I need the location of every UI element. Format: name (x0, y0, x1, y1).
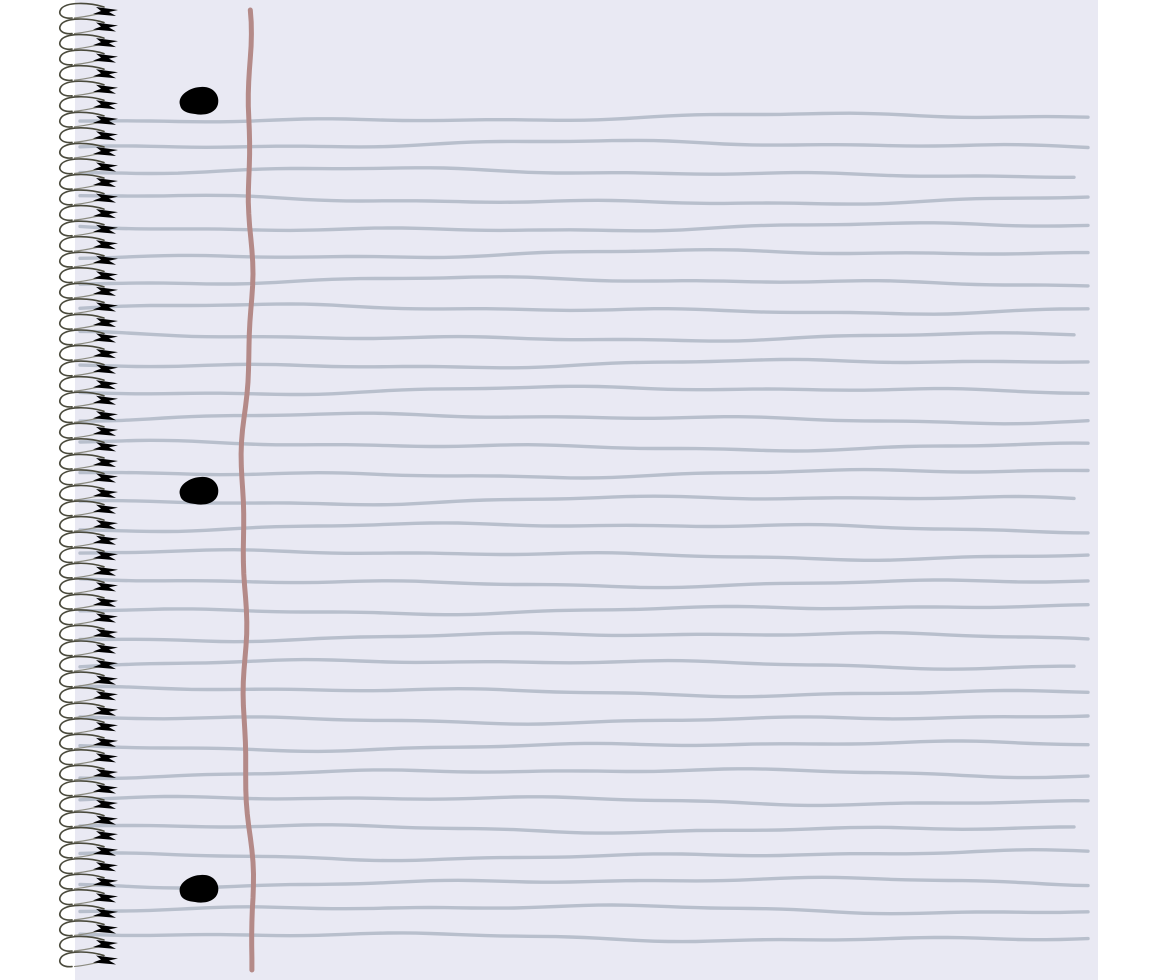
notebook-canvas (0, 0, 1155, 980)
notebook-page-svg (0, 0, 1155, 980)
